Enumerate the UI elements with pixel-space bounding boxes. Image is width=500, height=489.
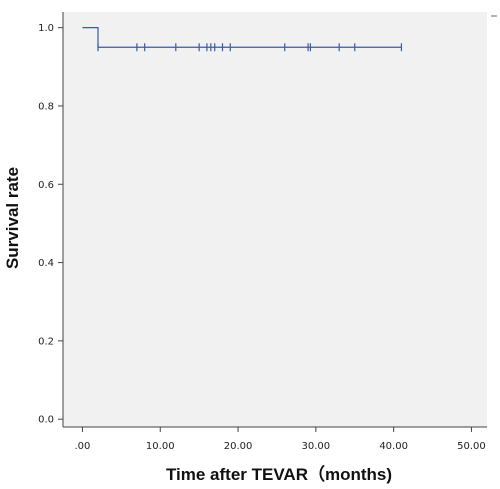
x-tick-label: 20.00 (224, 441, 253, 452)
y-tick-label: 0.0 (38, 415, 54, 426)
y-tick-label: 1.0 (38, 23, 54, 34)
x-tick-label: .00 (74, 441, 90, 452)
y-axis-title: Survival rate (3, 167, 22, 269)
x-axis-title: Time after TEVAR（months) (166, 464, 392, 484)
x-tick-label: 40.00 (379, 441, 408, 452)
x-tick-label: 30.00 (302, 441, 331, 452)
x-tick-label: 10.00 (146, 441, 175, 452)
survival-series (82, 27, 403, 52)
y-tick-label: 0.2 (38, 336, 54, 347)
y-tick-label: 0.6 (38, 180, 54, 191)
survival-step-line (82, 27, 402, 48)
y-tick-label: 0.8 (38, 101, 54, 112)
y-tick-label: 0.4 (38, 258, 54, 269)
y-axis-ticks: 0.0 0.2 0.4 0.6 0.8 1.0 (38, 23, 63, 426)
x-tick-label: 50.00 (457, 441, 486, 452)
x-axis-ticks: .00 10.00 20.00 30.00 40.00 50.00 (74, 427, 486, 452)
plot-background (63, 12, 487, 427)
